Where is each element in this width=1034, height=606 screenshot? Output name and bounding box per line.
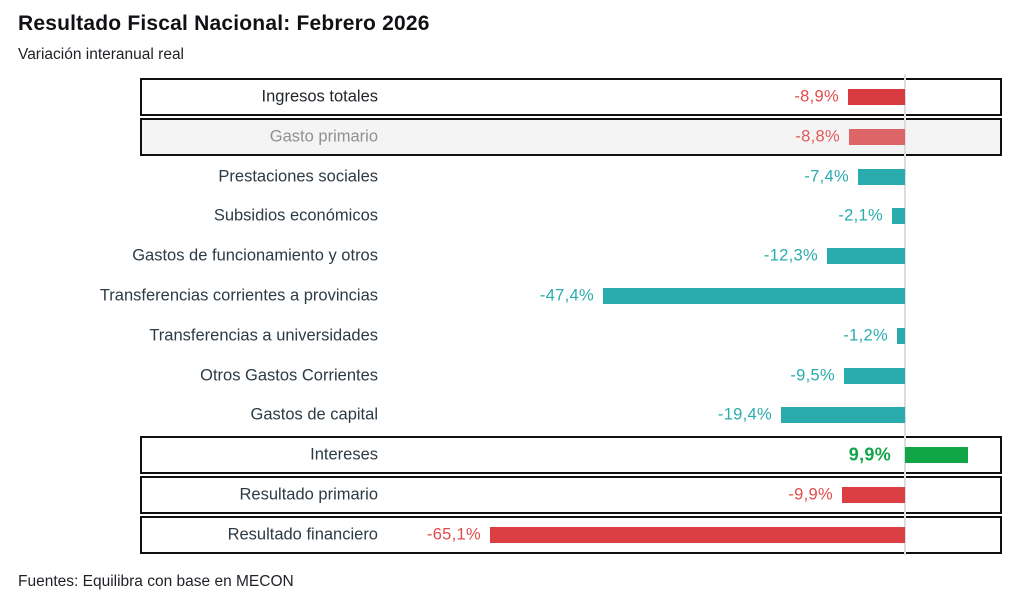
category-label: Prestaciones sociales: [218, 167, 378, 186]
category-label: Otros Gastos Corrientes: [200, 366, 378, 385]
zero-baseline: [904, 74, 906, 555]
chart-row: Resultado primario -9,9%: [0, 475, 1034, 515]
category-label: Subsidios económicos: [213, 206, 378, 225]
value-bar: [842, 487, 905, 503]
category-label: Gastos de funcionamiento y otros: [132, 246, 378, 265]
value-label: -9,9%: [788, 485, 833, 504]
category-label: Resultado financiero: [227, 525, 378, 544]
bar-chart: Ingresos totales -8,9% Gasto primario -8,8%…: [0, 74, 1034, 558]
category-label: Gasto primario: [269, 127, 378, 146]
chart-row: Gastos de capital -19,4%: [0, 395, 1034, 435]
value-bar: [603, 288, 905, 304]
chart-row: Otros Gastos Corrientes -9,5%: [0, 356, 1034, 396]
chart-row: Intereses 9,9%: [0, 435, 1034, 475]
value-label: -2,1%: [838, 206, 883, 225]
value-label: -7,4%: [804, 167, 849, 186]
value-bar: [844, 367, 905, 384]
chart-row: Subsidios económicos -2,1%: [0, 196, 1034, 236]
value-label: -8,9%: [794, 87, 839, 106]
value-bar: [892, 208, 905, 225]
row-highlight-box: [140, 436, 1002, 475]
value-bar: [897, 327, 905, 344]
value-bar: [827, 248, 905, 265]
chart-row: Resultado financiero -65,1%: [0, 515, 1034, 555]
category-label: Transferencias corrientes a provincias: [99, 286, 378, 305]
value-bar: [905, 447, 968, 464]
page-title: Resultado Fiscal Nacional: Febrero 2026: [18, 12, 430, 35]
value-bar: [490, 526, 905, 543]
value-label: -9,5%: [790, 366, 835, 385]
value-label: -47,4%: [539, 286, 594, 305]
category-label: Transferencias a universidades: [149, 326, 378, 345]
value-bar: [858, 168, 905, 185]
value-label: -65,1%: [426, 525, 481, 544]
value-label: -8,8%: [795, 127, 840, 146]
chart-row: Transferencias a universidades -1,2%: [0, 316, 1034, 356]
value-label: -19,4%: [717, 405, 772, 424]
chart-row: Gastos de funcionamiento y otros -12,3%: [0, 236, 1034, 276]
chart-row: Gasto primario -8,8%: [0, 117, 1034, 157]
category-label: Intereses: [310, 445, 378, 464]
value-label: 9,9%: [848, 444, 891, 465]
chart-row: Prestaciones sociales -7,4%: [0, 157, 1034, 197]
value-label: -12,3%: [763, 246, 818, 265]
value-bar: [849, 128, 905, 145]
value-label: -1,2%: [843, 326, 888, 345]
chart-subtitle: Variación interanual real: [18, 46, 185, 63]
chart-row: Transferencias corrientes a provincias -4…: [0, 276, 1034, 316]
category-label: Gastos de capital: [250, 405, 379, 424]
category-label: Ingresos totales: [261, 87, 378, 106]
chart-row: Ingresos totales -8,9%: [0, 77, 1034, 117]
source-note: Fuentes: Equilibra con base en MECON: [18, 573, 294, 590]
category-label: Resultado primario: [239, 485, 378, 504]
value-bar: [781, 407, 905, 424]
value-bar: [848, 89, 905, 105]
